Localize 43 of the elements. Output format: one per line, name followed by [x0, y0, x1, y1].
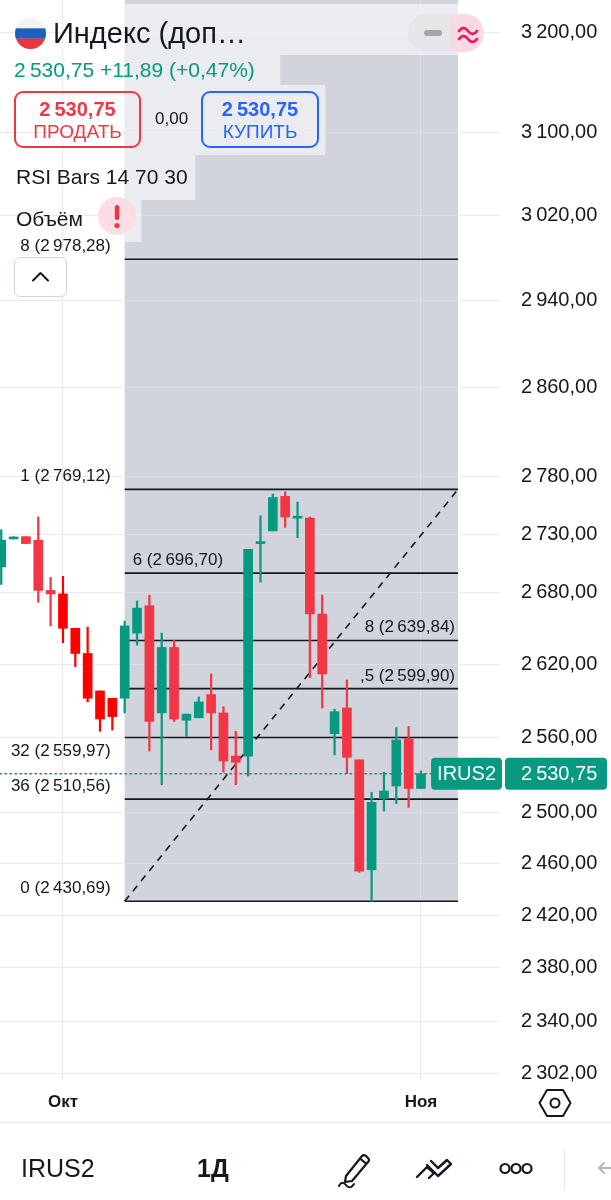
x-tick-label: Окт	[47, 1091, 78, 1111]
y-tick-label: 2 680,00	[521, 580, 598, 603]
y-tick-label: 2 302,00	[521, 1060, 598, 1083]
annotation: IRUS2	[437, 762, 496, 785]
candlestick	[255, 515, 266, 583]
y-tick-label: 2 860,00	[521, 374, 598, 397]
sell-button: 2 530,75 ПРОДАТЬ	[14, 91, 141, 148]
y-tick-label: 2 500,00	[521, 799, 598, 822]
y-tick-label: 3 200,00	[521, 19, 598, 42]
candlestick	[181, 713, 192, 737]
y-tick-label: 2 420,00	[521, 902, 598, 925]
annotation: КУПИТЬ	[221, 121, 299, 143]
y-tick-label: 3 020,00	[521, 202, 598, 225]
ref-line-label: 32 (2 559,97)	[10, 740, 111, 760]
y-tick-label: 2 730,00	[521, 521, 598, 544]
y-tick-label: 2 460,00	[521, 850, 598, 873]
x-tick-label: Ноя	[404, 1091, 438, 1111]
ref-line-label: 8 (2 639,84)	[364, 617, 456, 637]
ref-line-label: 2 530,75	[521, 762, 598, 785]
ref-line-label: ,5 (2 599,90)	[359, 665, 456, 685]
ref-line-label: 6 (2 696,70)	[132, 550, 224, 570]
annotation: ПРОДАТЬ	[32, 121, 123, 143]
annotation: Объём	[16, 206, 83, 232]
y-tick-label: 3 100,00	[521, 120, 598, 143]
annotation: 2 530,75	[38, 97, 117, 121]
y-tick-label: 2 380,00	[521, 955, 598, 978]
y-tick-label: 2 340,00	[521, 1008, 598, 1031]
ref-line-label: 0 (2 430,69)	[20, 878, 111, 898]
y-tick-label: 2 940,00	[521, 287, 598, 310]
y-tick-label: 2 560,00	[521, 725, 598, 747]
y-tick-label: 2 620,00	[521, 651, 598, 674]
ref-line-label: 36 (2 510,56)	[10, 776, 111, 796]
annotation: 0,00	[155, 108, 189, 130]
ref-line-label: 1 (2 769,12)	[20, 466, 111, 486]
text: 1Д	[197, 1153, 229, 1183]
buy-button: 2 530,75 КУПИТЬ	[201, 91, 319, 148]
text: IRUS2	[21, 1153, 95, 1183]
text: Индекс (доп…	[53, 16, 246, 51]
annotation: 2 530,75	[220, 97, 300, 121]
ref-line-label: 8 (2 978,28)	[20, 236, 111, 256]
annotation: RSI Bars 14 70 30	[16, 164, 188, 190]
text: 2 530,75 +11,89 (+0,47%)	[14, 57, 255, 83]
y-tick-label: 2 780,00	[521, 464, 598, 487]
